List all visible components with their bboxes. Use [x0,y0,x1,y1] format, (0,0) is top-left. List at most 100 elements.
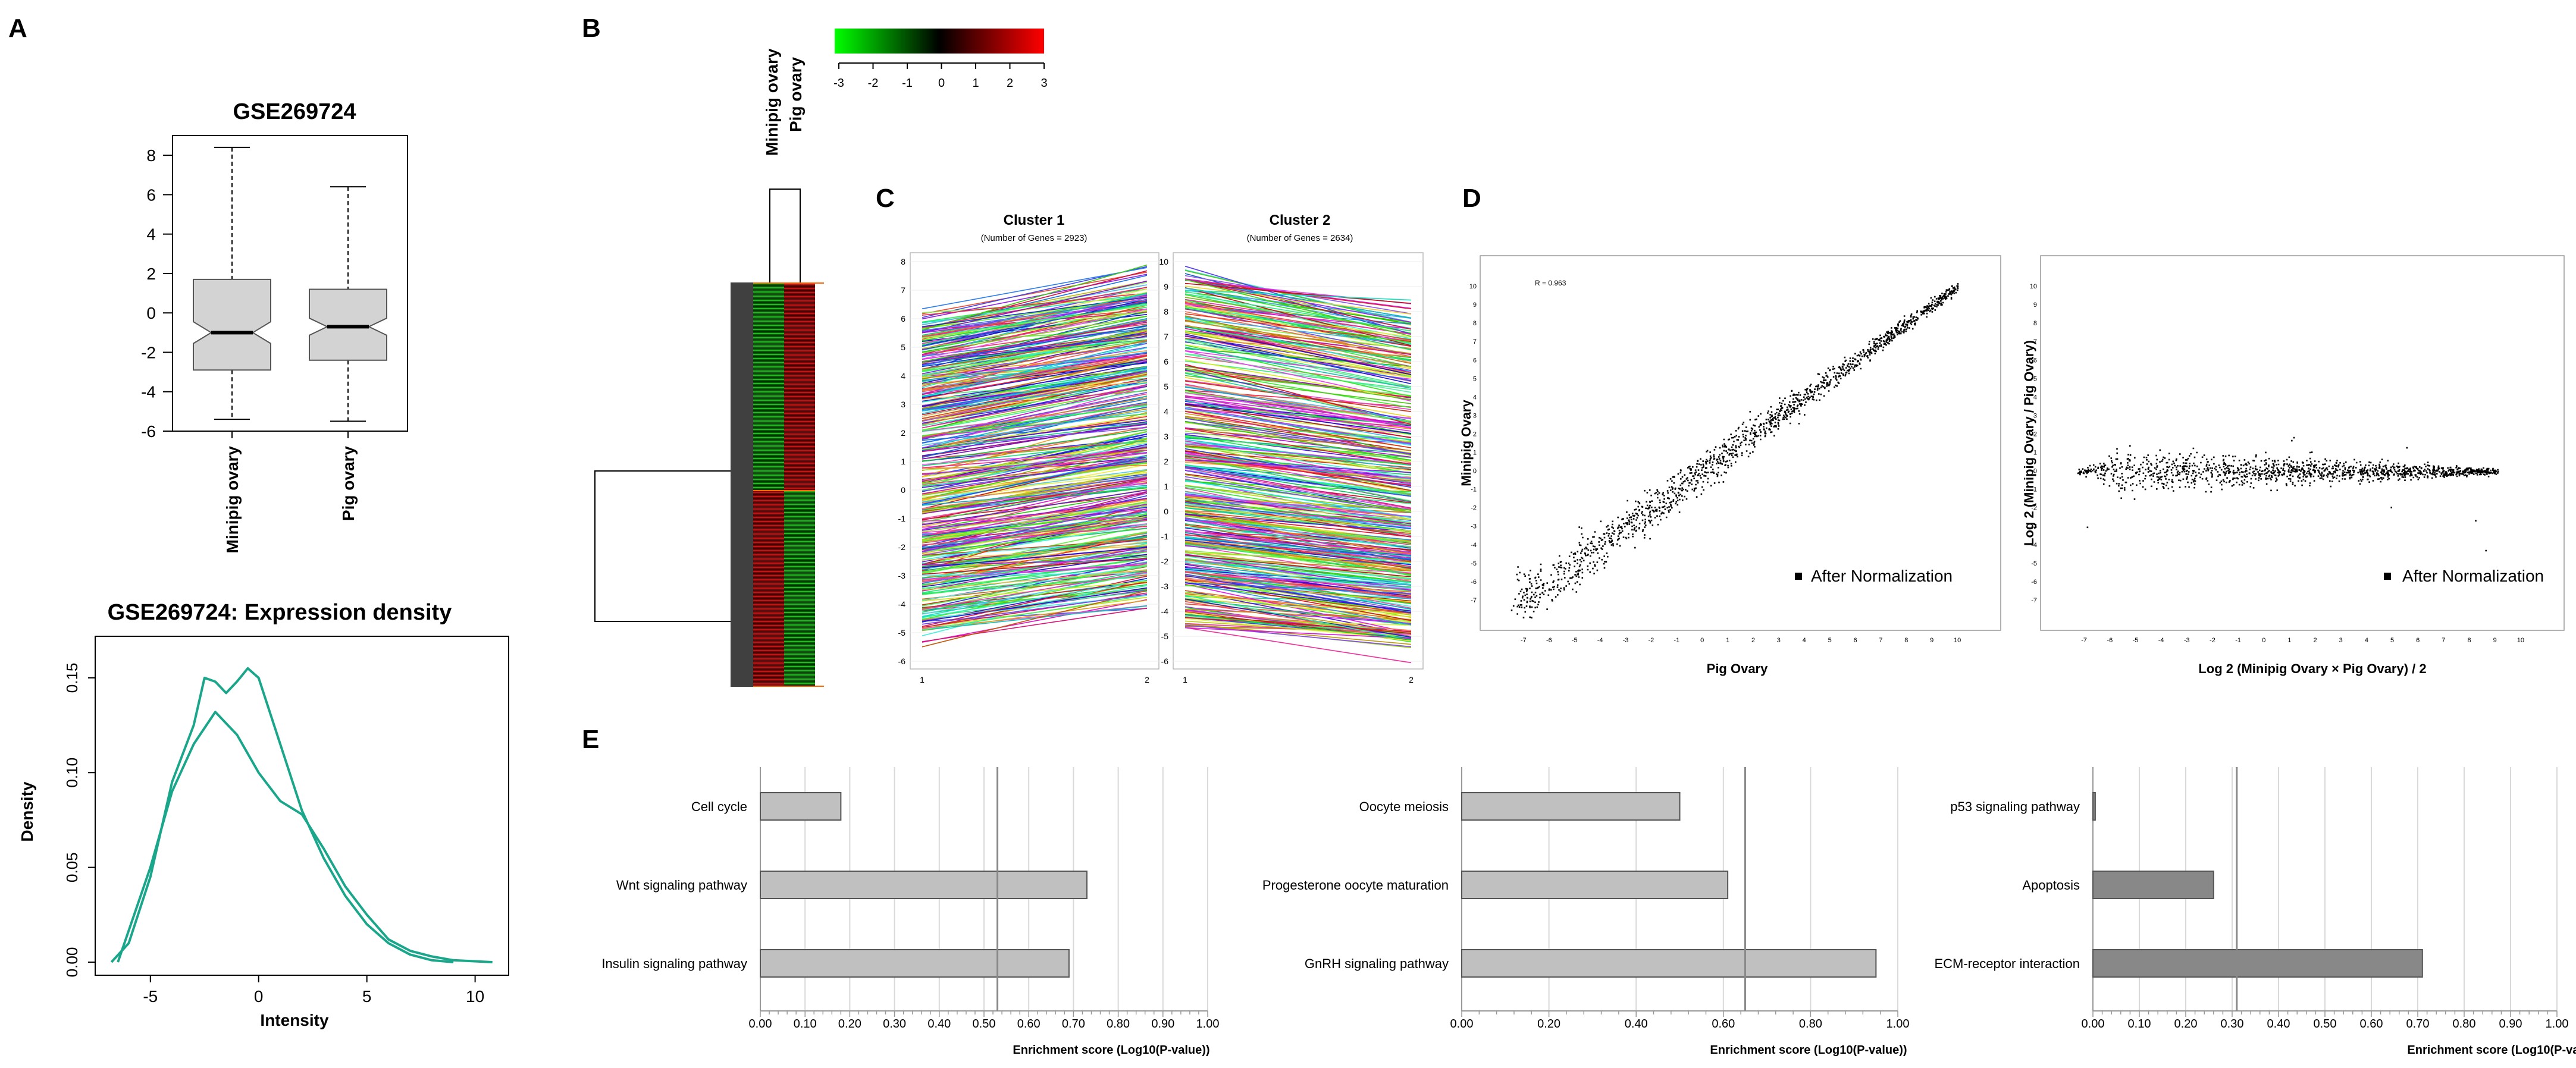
tick-label: 2 [2314,637,2317,644]
gene-profile-line [922,340,1148,372]
scatter2-legend-label: After Normalization [2402,567,2544,585]
gene-profile-line [1184,568,1412,585]
tick-label: 0.00 [2082,1017,2105,1031]
scatter-panels: R = 0.963 Pig Ovary Minipig Ovary After … [1459,255,2565,676]
tick-label: 0.10 [63,758,81,788]
tick-label: -3 [1161,582,1169,591]
x-tick-label: 2 [1409,675,1414,684]
tick-label: 9 [2493,637,2497,644]
tick-label: 10 [1159,257,1168,266]
gene-profile-line [1184,403,1412,434]
tick-label: 0 [1700,637,1704,644]
gene-profile-line [922,280,1148,334]
tick-label: -5 [1161,632,1169,641]
gene-profile-line [1184,372,1412,423]
gene-profile-line [1184,408,1412,428]
gene-profile-line [1184,279,1412,310]
gene-profile-line [1184,270,1412,323]
gene-profile-line [922,503,1148,552]
gene-profile-line [922,431,1148,483]
gene-profile-line [1184,467,1412,510]
gene-profile-line [1184,428,1412,451]
tick-label: 10 [1469,283,1477,290]
scatter1-annotation: R = 0.963 [1535,279,1566,287]
tick-label: -6 [2031,579,2037,586]
gene-profile-line [922,415,1148,450]
gene-profile-line [1184,372,1412,396]
tick-label: 7 [1164,332,1168,341]
tick-label: 0.60 [1017,1017,1041,1031]
tick-label: 0.80 [2453,1017,2476,1031]
tick-label: 0.20 [1537,1017,1560,1031]
gene-profile-line [922,304,1148,338]
gene-profile-line [1184,377,1412,417]
gene-profile-line [922,397,1148,438]
gene-profile-line [1184,406,1412,444]
gene-profile-line [1184,607,1412,624]
cluster2-subtitle: (Number of Genes = 2634) [1247,233,1353,243]
gene-profile-line [922,491,1148,530]
bar [1461,871,1729,899]
tick-label: -2 [1648,637,1654,644]
gene-profile-line [922,532,1148,588]
gene-profile-line [1184,334,1412,385]
gene-profile-line [1184,550,1412,567]
gene-profile-line [1184,446,1412,472]
tick-label: 0.60 [1712,1017,1735,1031]
tick-label: 0 [2262,637,2265,644]
cluster1-subtitle: (Number of Genes = 2923) [981,233,1088,243]
tick-label: 6 [1473,357,1477,364]
gene-profile-line [1184,386,1412,420]
gene-profile-line [922,384,1148,429]
gene-profile-line [922,516,1148,554]
gene-profile-line [1184,435,1412,461]
bar [760,871,1088,899]
heatmap-cluster2-pig [784,491,815,687]
cluster2-frame [1173,252,1424,670]
cluster-line-charts: Cluster 1 (Number of Genes = 2923) Clust… [898,212,1424,684]
gene-profile-line [1184,590,1412,621]
gene-profile-line [922,440,1148,467]
panel-label-c: C [876,184,895,213]
gene-profile-line [922,422,1148,441]
density-chart: GSE269724: Expression density Intensity … [18,600,509,1029]
gene-profile-line [1184,360,1412,390]
density-y-label: Density [18,781,36,842]
tick-label: 0.80 [1799,1017,1822,1031]
scatter-points [1510,283,1959,619]
tick-label: 3 [2339,637,2343,644]
gene-profile-line [922,352,1148,381]
tick-label: 0 [1164,507,1168,516]
tick-label: 0 [2033,468,2037,475]
gene-profile-line [1184,422,1412,440]
gene-profile-line [922,372,1148,417]
gene-profile-line [1184,613,1412,640]
gene-profile-line [922,470,1148,514]
tick-label: 0 [901,485,905,495]
gene-profile-line [1184,627,1412,639]
gene-profile-line [922,538,1148,556]
density-line [110,667,454,963]
gene-profile-line [922,340,1148,379]
tick-label: -5 [1471,560,1477,567]
gene-profile-line [1184,583,1412,634]
tick-label: 2 [901,428,905,438]
gene-profile-line [922,332,1148,367]
gene-profile-line [922,389,1148,432]
colorbar-tick-label: 3 [1041,77,1047,90]
tick-label: -7 [1471,597,1477,604]
gene-profile-line [1184,287,1412,325]
gene-profile-line [1184,494,1412,517]
gene-profile-line [1184,464,1412,485]
gene-profile-line [922,271,1148,315]
colorbar-tick-label: 1 [972,77,979,90]
gene-profile-line [922,354,1148,391]
gene-profile-line [1184,582,1412,594]
tick-label: 5 [1828,637,1832,644]
colorbar-tick-label: -3 [833,77,844,90]
gene-profile-line [922,592,1148,628]
density-x-label: Intensity [260,1011,329,1029]
tick-label: -3 [2031,523,2037,530]
tick-label: 2 [2033,431,2037,438]
tick-label: 10 [466,987,484,1006]
